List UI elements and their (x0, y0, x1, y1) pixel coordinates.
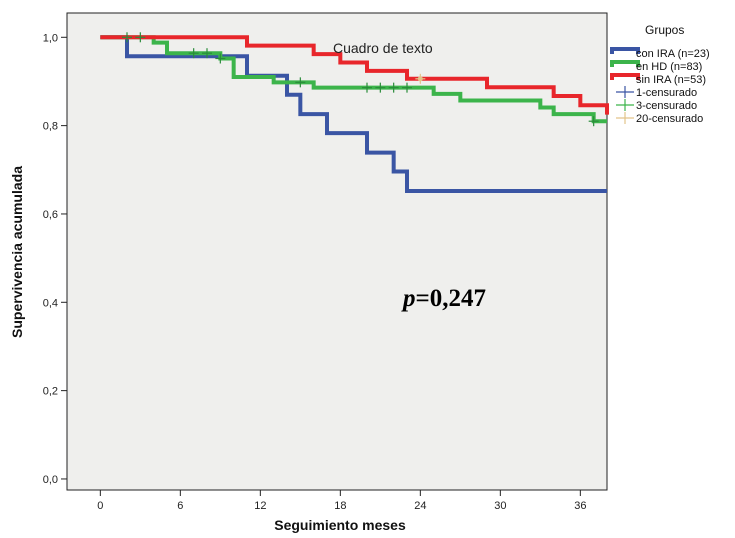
legend-swatch (610, 60, 640, 67)
y-tick-label: 0,0 (43, 474, 58, 486)
legend-entry: en HD (n=83) (636, 61, 702, 73)
x-tick-label: 12 (254, 500, 266, 512)
legend-entry: 20-censurado (636, 113, 703, 125)
x-tick-label: 0 (97, 500, 103, 512)
legend-swatch (610, 47, 640, 54)
legend-entry: sin IRA (n=53) (636, 74, 706, 86)
x-tick-label: 36 (574, 500, 586, 512)
x-tick-label: 30 (494, 500, 506, 512)
legend-swatch (610, 73, 640, 80)
text-box-annotation: Cuadro de texto (333, 40, 433, 56)
legend-entry: 1-censurado (636, 87, 697, 99)
y-tick-label: 0,8 (43, 121, 58, 133)
censor-dot (417, 76, 423, 82)
x-tick-label: 18 (334, 500, 346, 512)
p-value: =0,247 (416, 285, 487, 312)
x-axis-title: Seguimiento meses (274, 517, 406, 533)
plot-area (66, 12, 608, 491)
series-line-2 (100, 35, 607, 124)
y-tick-label: 0,2 (43, 386, 58, 398)
y-tick-label: 0,6 (43, 209, 58, 221)
y-tick-label: 0,4 (43, 297, 58, 309)
legend-title: Grupos (645, 23, 684, 37)
legend-entry: con IRA (n=23) (636, 48, 710, 60)
series-line-1 (100, 35, 607, 193)
axes-layer: 0 6 12 18 24 30 36 0,0 0,2 0,4 0,6 0,8 1,0 (43, 32, 587, 512)
x-tick-label: 24 (414, 500, 426, 512)
y-tick-label: 1,0 (43, 32, 58, 44)
y-axis-title: Supervivencia acumulada (9, 166, 25, 338)
p-value-annotation: p=0,247 (401, 285, 486, 312)
series-layer (100, 35, 609, 193)
legend-entry: 3-censurado (636, 100, 697, 112)
series-line-3 (100, 35, 609, 115)
censor-marks-layer (122, 32, 599, 127)
legend: Grupos con IRA (n=23)en HD (n=83)sin IRA… (610, 23, 710, 125)
p-symbol: p (401, 285, 416, 312)
x-tick-label: 6 (177, 500, 183, 512)
